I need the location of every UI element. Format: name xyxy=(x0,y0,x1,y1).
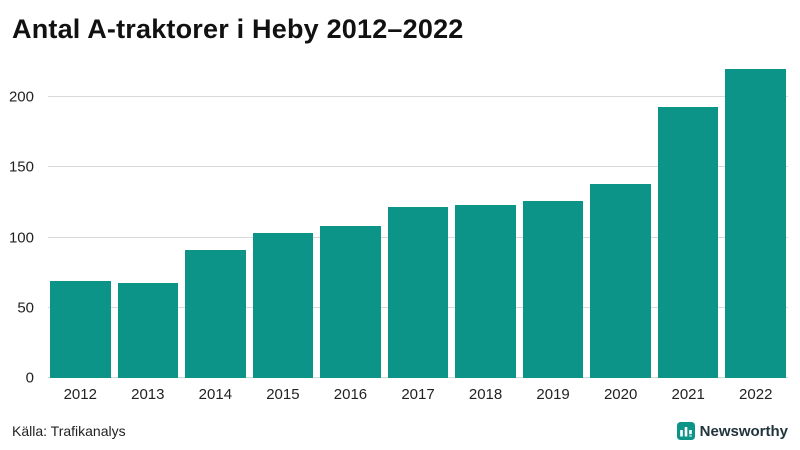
y-tick-label: 0 xyxy=(25,369,34,387)
x-tick-label: 2020 xyxy=(603,386,638,403)
y-tick-label: 150 xyxy=(8,158,34,176)
bar-2017 xyxy=(387,206,449,378)
x-tick-label: 2019 xyxy=(536,386,570,403)
bar-2015 xyxy=(252,233,314,378)
x-tick-label: 2012 xyxy=(63,386,97,403)
brand-name: Newsworthy xyxy=(699,422,788,440)
x-tick-label: 2016 xyxy=(333,386,368,403)
y-tick-label: 50 xyxy=(17,299,34,317)
x-tick-label: 2014 xyxy=(198,386,233,403)
plot-area xyxy=(48,62,788,378)
footer: Källa: Trafikanalys Newsworthy xyxy=(0,418,800,444)
bar-2022 xyxy=(725,69,787,378)
newsworthy-logo[interactable]: Newsworthy xyxy=(676,422,788,440)
y-tick-label: 200 xyxy=(8,88,34,106)
x-axis: 2012 2013 2014 2015 2016 2017 2018 2019 2020 2021… xyxy=(48,386,788,403)
x-tick-label: 2017 xyxy=(401,386,435,403)
x-tick-label: 2021 xyxy=(671,386,705,403)
gridline xyxy=(48,166,788,168)
bar-2020 xyxy=(590,184,651,378)
source-attribution: Källa: Trafikanalys xyxy=(12,423,126,439)
bar-2012 xyxy=(50,281,111,378)
chart-title: Antal A-traktorer i Heby 2012–2022 xyxy=(12,14,464,44)
chart-region: 0 50 100 150 200 xyxy=(0,62,800,387)
bar-2018 xyxy=(455,205,516,378)
y-tick-label: 100 xyxy=(8,229,34,247)
x-tick-label: 2015 xyxy=(266,386,300,403)
bar-2021 xyxy=(657,106,719,378)
bar-2014 xyxy=(185,250,246,378)
x-tick-label: 2018 xyxy=(468,386,503,403)
bar-2016 xyxy=(320,226,381,378)
bars-row xyxy=(48,62,788,378)
gridline xyxy=(48,96,788,98)
bar-chart-icon xyxy=(676,422,695,440)
bar-2013 xyxy=(117,282,179,378)
y-axis: 0 50 100 150 200 xyxy=(0,62,40,387)
x-tick-label: 2013 xyxy=(131,386,165,403)
x-tick-label: 2022 xyxy=(739,386,773,403)
bar-2019 xyxy=(522,201,584,378)
